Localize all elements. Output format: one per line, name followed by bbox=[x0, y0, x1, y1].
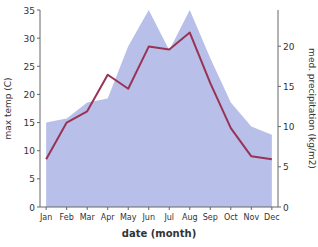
y-tick bbox=[37, 10, 40, 11]
x-tick-label: Aug bbox=[182, 213, 198, 222]
y-tick-label: 5 bbox=[29, 174, 35, 184]
y2-tick-label: 10 bbox=[283, 122, 295, 132]
x-tick bbox=[46, 207, 47, 210]
x-tick bbox=[66, 207, 67, 210]
x-tick-label: Dec bbox=[264, 213, 279, 222]
x-tick-label: Apr bbox=[101, 213, 116, 222]
y2-tick-label: 15 bbox=[283, 82, 294, 92]
y-tick-label: 25 bbox=[24, 62, 35, 72]
precip-area bbox=[46, 10, 272, 207]
y-tick bbox=[37, 94, 40, 95]
y-tick-label: 15 bbox=[24, 118, 35, 128]
x-tick-label: Nov bbox=[244, 213, 260, 222]
x-tick bbox=[251, 207, 252, 210]
temp-line bbox=[46, 33, 272, 160]
y-tick bbox=[37, 38, 40, 39]
y-axis-line bbox=[40, 10, 41, 207]
y-tick bbox=[37, 66, 40, 67]
x-tick-label: May bbox=[120, 213, 137, 222]
x-tick-label: Mar bbox=[80, 213, 96, 222]
y-tick-label: 0 bbox=[29, 203, 35, 213]
y2-tick-label: 5 bbox=[283, 162, 289, 172]
y2-tick-label: 0 bbox=[283, 203, 289, 213]
y2-axis-line bbox=[278, 10, 279, 207]
y-tick bbox=[37, 150, 40, 151]
x-tick bbox=[230, 207, 231, 210]
x-tick-label: Jul bbox=[163, 213, 174, 222]
x-tick bbox=[148, 207, 149, 210]
chart: 0 5 10 15 20 25 30 35 0 5 10 15 20 Jan Feb Mar Apr May Jun… bbox=[0, 0, 318, 247]
x-tick bbox=[87, 207, 88, 210]
y-tick-label: 35 bbox=[24, 6, 35, 16]
y-tick bbox=[37, 178, 40, 179]
x-tick-label: Oct bbox=[224, 213, 238, 222]
y-axis-label: max temp (C) bbox=[3, 77, 13, 139]
y2-tick bbox=[278, 46, 281, 47]
y-tick bbox=[37, 122, 40, 123]
x-tick-label: Jan bbox=[39, 213, 52, 222]
x-tick-label: Sep bbox=[203, 213, 218, 222]
x-tick-label: Jun bbox=[141, 213, 155, 222]
x-axis-label: date (month) bbox=[122, 228, 196, 239]
y2-tick bbox=[278, 166, 281, 167]
y2-tick bbox=[278, 126, 281, 127]
x-axis-line bbox=[40, 207, 278, 208]
y-tick bbox=[37, 207, 40, 208]
y2-axis-label: med. precipitation (kg/m2) bbox=[307, 48, 317, 169]
x-tick bbox=[128, 207, 129, 210]
plot-area bbox=[46, 10, 272, 207]
y2-tick bbox=[278, 86, 281, 87]
x-tick bbox=[271, 207, 272, 210]
y-tick-label: 10 bbox=[24, 146, 36, 156]
x-tick-label: Feb bbox=[60, 213, 74, 222]
x-tick bbox=[107, 207, 108, 210]
y-tick-label: 20 bbox=[24, 90, 36, 100]
y2-tick bbox=[278, 207, 281, 208]
y-tick-label: 30 bbox=[24, 34, 36, 44]
x-tick bbox=[169, 207, 170, 210]
y2-tick-label: 20 bbox=[283, 42, 295, 52]
x-tick bbox=[210, 207, 211, 210]
x-tick bbox=[189, 207, 190, 210]
